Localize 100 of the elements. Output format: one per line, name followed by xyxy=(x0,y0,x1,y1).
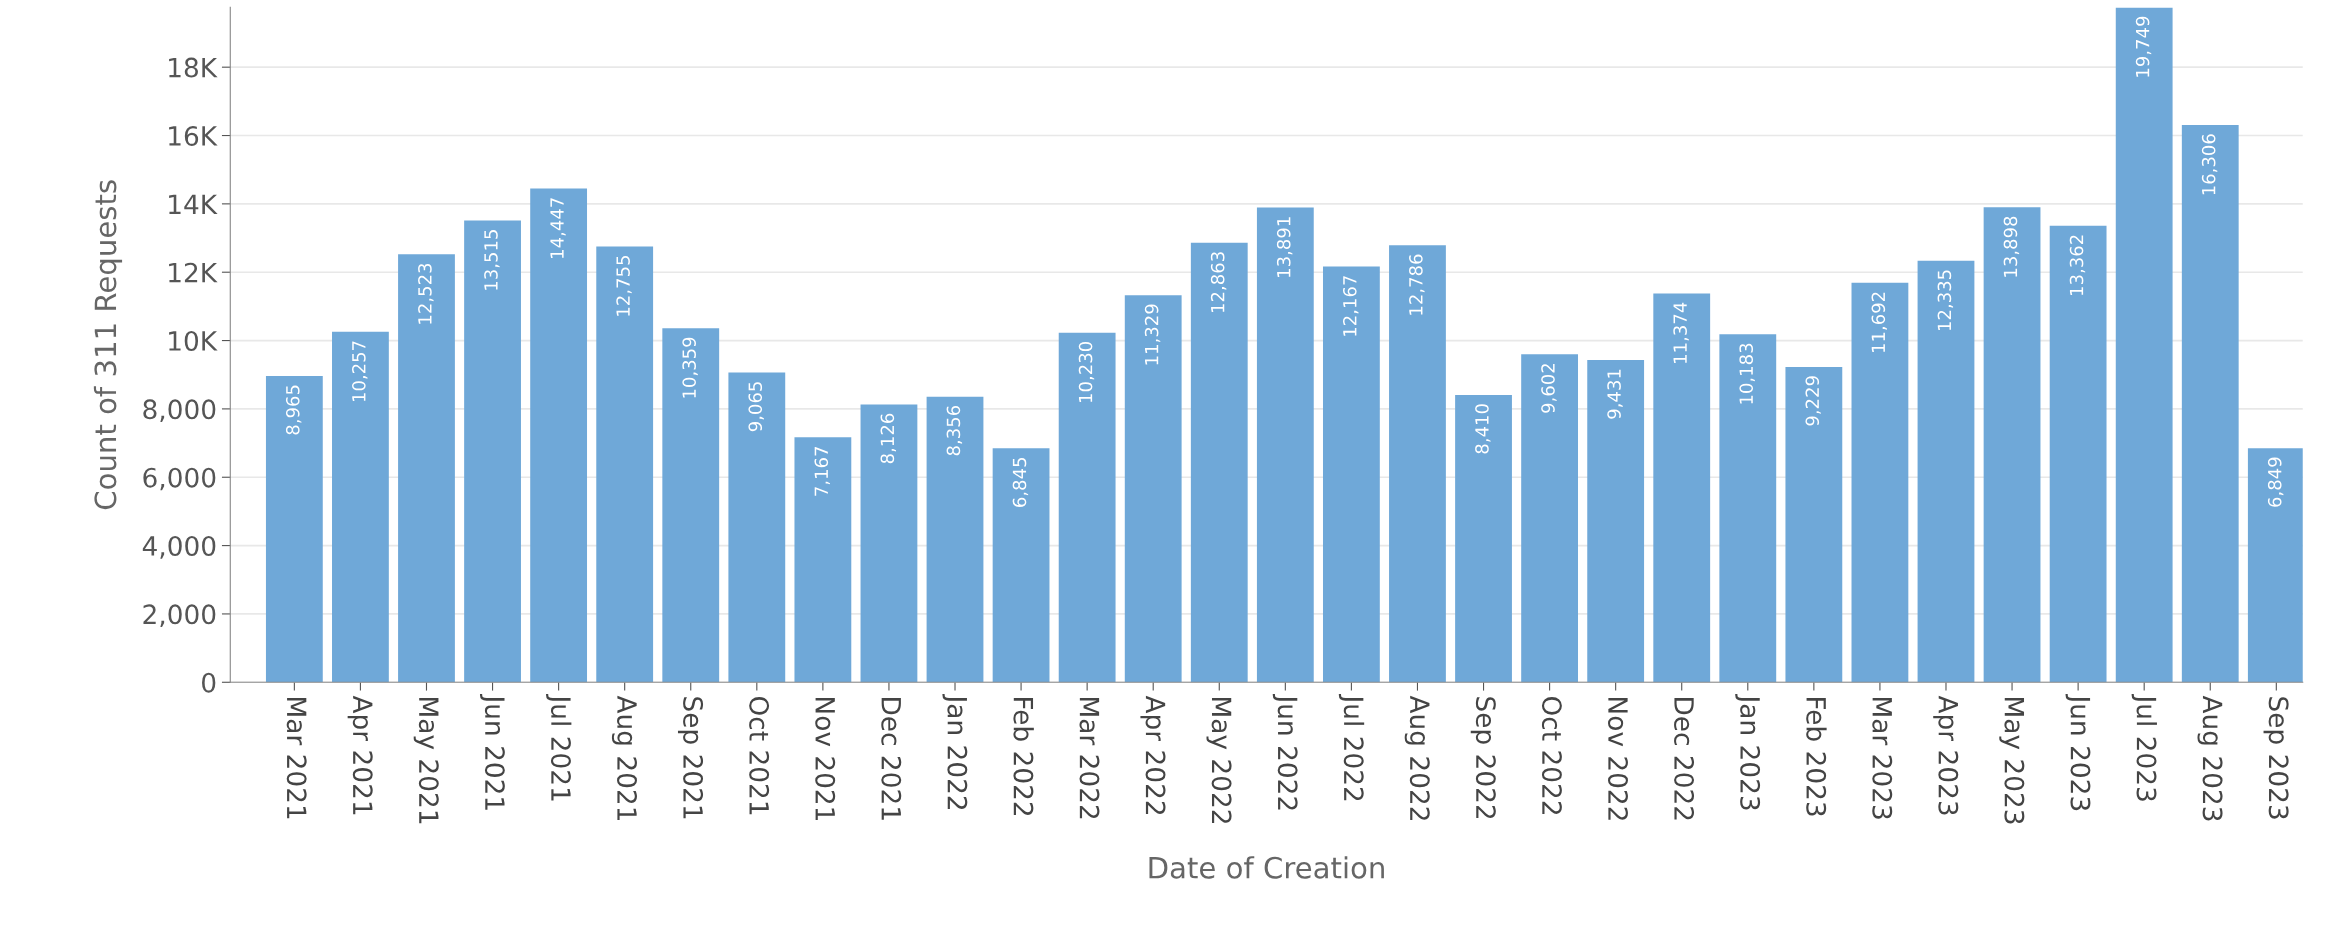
data-label: 10,257 xyxy=(352,341,368,402)
x-tick-label: Jul 2021 xyxy=(546,694,572,801)
x-tick-label: Sep 2021 xyxy=(677,697,704,819)
data-label: 13,891 xyxy=(1276,217,1293,277)
bar xyxy=(1521,354,1578,683)
x-tick-label: Dec 2021 xyxy=(881,698,902,820)
data-label: 11,692 xyxy=(1871,292,1887,353)
bar xyxy=(1190,242,1248,683)
x-tick-label: Mar 2022 xyxy=(1079,698,1100,819)
bar xyxy=(1058,332,1116,683)
data-label: 12,335 xyxy=(1937,270,1954,331)
data-label: 12,863 xyxy=(1210,252,1227,313)
x-tick-label: Apr 2022 xyxy=(1140,695,1166,815)
bar xyxy=(1851,282,1909,683)
x-tick-label: Oct 2022 xyxy=(1541,696,1562,814)
bar xyxy=(1719,334,1777,683)
data-label: 10,359 xyxy=(682,337,698,398)
x-tick-label: Sep 2022 xyxy=(1470,697,1496,819)
y-tick-label: 8,000 xyxy=(143,399,216,422)
bar xyxy=(1256,207,1314,683)
bar xyxy=(728,372,786,683)
data-label: 9,431 xyxy=(1607,369,1623,419)
x-tick-label: Feb 2023 xyxy=(1806,698,1827,816)
data-label: 6,849 xyxy=(2267,457,2284,507)
data-label: 12,755 xyxy=(616,256,632,316)
bar xyxy=(265,375,323,683)
x-tick-label: Aug 2023 xyxy=(2197,695,2223,821)
y-tick-label: 4,000 xyxy=(142,536,216,559)
bar xyxy=(1587,360,1645,683)
data-label: 8,965 xyxy=(285,385,302,435)
data-label: 10,230 xyxy=(1078,341,1095,402)
x-tick-label: Apr 2023 xyxy=(1933,695,1959,815)
data-label: 9,229 xyxy=(1805,376,1821,426)
x-tick-label: Jun 2023 xyxy=(2065,694,2091,811)
x-tick-label: Aug 2021 xyxy=(611,695,637,821)
bar xyxy=(2115,7,2173,683)
bar xyxy=(1983,207,2041,683)
x-tick-label: Sep 2023 xyxy=(2263,697,2289,819)
bar xyxy=(926,396,984,683)
data-label: 13,362 xyxy=(2069,235,2086,295)
y-tick-label: 14K xyxy=(169,194,218,214)
data-label: 19,749 xyxy=(2135,16,2152,77)
x-tick-label: Dec 2022 xyxy=(1674,698,1695,820)
x-tick-label: May 2021 xyxy=(413,698,439,824)
data-label: 9,602 xyxy=(1541,364,1557,413)
bar xyxy=(662,328,720,683)
y-tick-label: 16K xyxy=(169,125,218,146)
data-label: 8,410 xyxy=(1475,404,1491,454)
bar xyxy=(1653,293,1711,683)
bar xyxy=(398,254,455,683)
data-label: 12,786 xyxy=(1409,254,1425,315)
bar xyxy=(860,404,918,683)
y-axis-title: Count of 311 Requests xyxy=(93,180,123,510)
bar xyxy=(992,448,1050,683)
bar xyxy=(2181,125,2239,683)
bar xyxy=(2247,448,2303,683)
data-label: 7,167 xyxy=(814,447,830,496)
bar xyxy=(1917,260,1975,683)
bar xyxy=(1322,266,1380,683)
data-label: 12,167 xyxy=(1342,276,1359,336)
bar xyxy=(2049,225,2107,683)
y-tick-label: 18K xyxy=(169,57,218,78)
x-axis-title: Date of Creation xyxy=(1149,856,1384,879)
y-tick-label: 10K xyxy=(169,331,218,351)
data-label: 14,447 xyxy=(550,198,566,258)
x-tick-label: Oct 2021 xyxy=(749,696,770,815)
bar xyxy=(1124,295,1182,683)
data-label: 13,898 xyxy=(2003,216,2020,277)
data-label: 13,515 xyxy=(484,230,500,290)
x-tick-label: Mar 2021 xyxy=(286,698,307,819)
y-tick-label: 2,000 xyxy=(143,604,216,628)
bar xyxy=(530,188,588,683)
x-tick-label: Jul 2023 xyxy=(2131,694,2157,801)
x-tick-label: Jan 2022 xyxy=(942,694,968,810)
bar xyxy=(1389,245,1446,683)
data-label: 6,845 xyxy=(1012,458,1029,507)
data-label: 16,306 xyxy=(2201,134,2218,195)
x-tick-label: Nov 2021 xyxy=(815,698,836,821)
y-tick-label: 0 xyxy=(202,672,216,693)
x-tick-label: Aug 2022 xyxy=(1404,695,1430,820)
bar xyxy=(1785,366,1843,683)
bar xyxy=(332,331,389,683)
y-tick-label: 6,000 xyxy=(143,467,216,491)
x-tick-label: Jun 2021 xyxy=(479,694,505,810)
data-label: 10,183 xyxy=(1739,343,1755,404)
x-tick-label: Apr 2021 xyxy=(347,695,373,815)
x-tick-label: May 2022 xyxy=(1206,698,1232,823)
x-tick-label: Jul 2022 xyxy=(1338,694,1365,801)
data-label: 11,374 xyxy=(1673,302,1689,363)
bar xyxy=(794,437,852,683)
data-label: 9,065 xyxy=(748,382,764,432)
x-tick-label: Nov 2022 xyxy=(1608,698,1628,820)
data-label: 12,523 xyxy=(418,263,434,324)
data-label: 11,329 xyxy=(1144,304,1161,365)
x-tick-label: May 2023 xyxy=(1999,698,2025,824)
x-tick-label: Feb 2022 xyxy=(1013,698,1034,816)
bar xyxy=(596,246,654,683)
y-tick-label: 12K xyxy=(169,262,218,283)
data-label: 8,356 xyxy=(946,405,963,456)
data-label: 8,126 xyxy=(880,413,897,464)
